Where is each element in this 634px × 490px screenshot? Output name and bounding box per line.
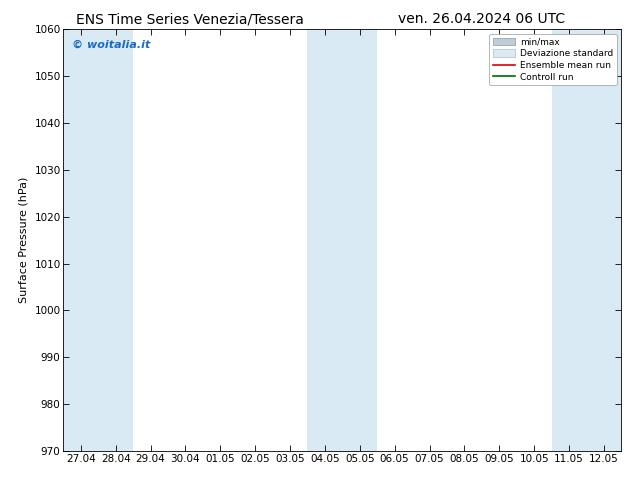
Legend: min/max, Deviazione standard, Ensemble mean run, Controll run: min/max, Deviazione standard, Ensemble m… — [489, 34, 617, 85]
Bar — [307, 29, 342, 451]
Bar — [342, 29, 377, 451]
Bar — [552, 29, 586, 451]
Text: © woitalia.it: © woitalia.it — [72, 40, 150, 50]
Text: ENS Time Series Venezia/Tessera: ENS Time Series Venezia/Tessera — [76, 12, 304, 26]
Bar — [586, 29, 621, 451]
Bar — [63, 29, 98, 451]
Y-axis label: Surface Pressure (hPa): Surface Pressure (hPa) — [19, 177, 29, 303]
Text: ven. 26.04.2024 06 UTC: ven. 26.04.2024 06 UTC — [398, 12, 566, 26]
Bar — [98, 29, 133, 451]
